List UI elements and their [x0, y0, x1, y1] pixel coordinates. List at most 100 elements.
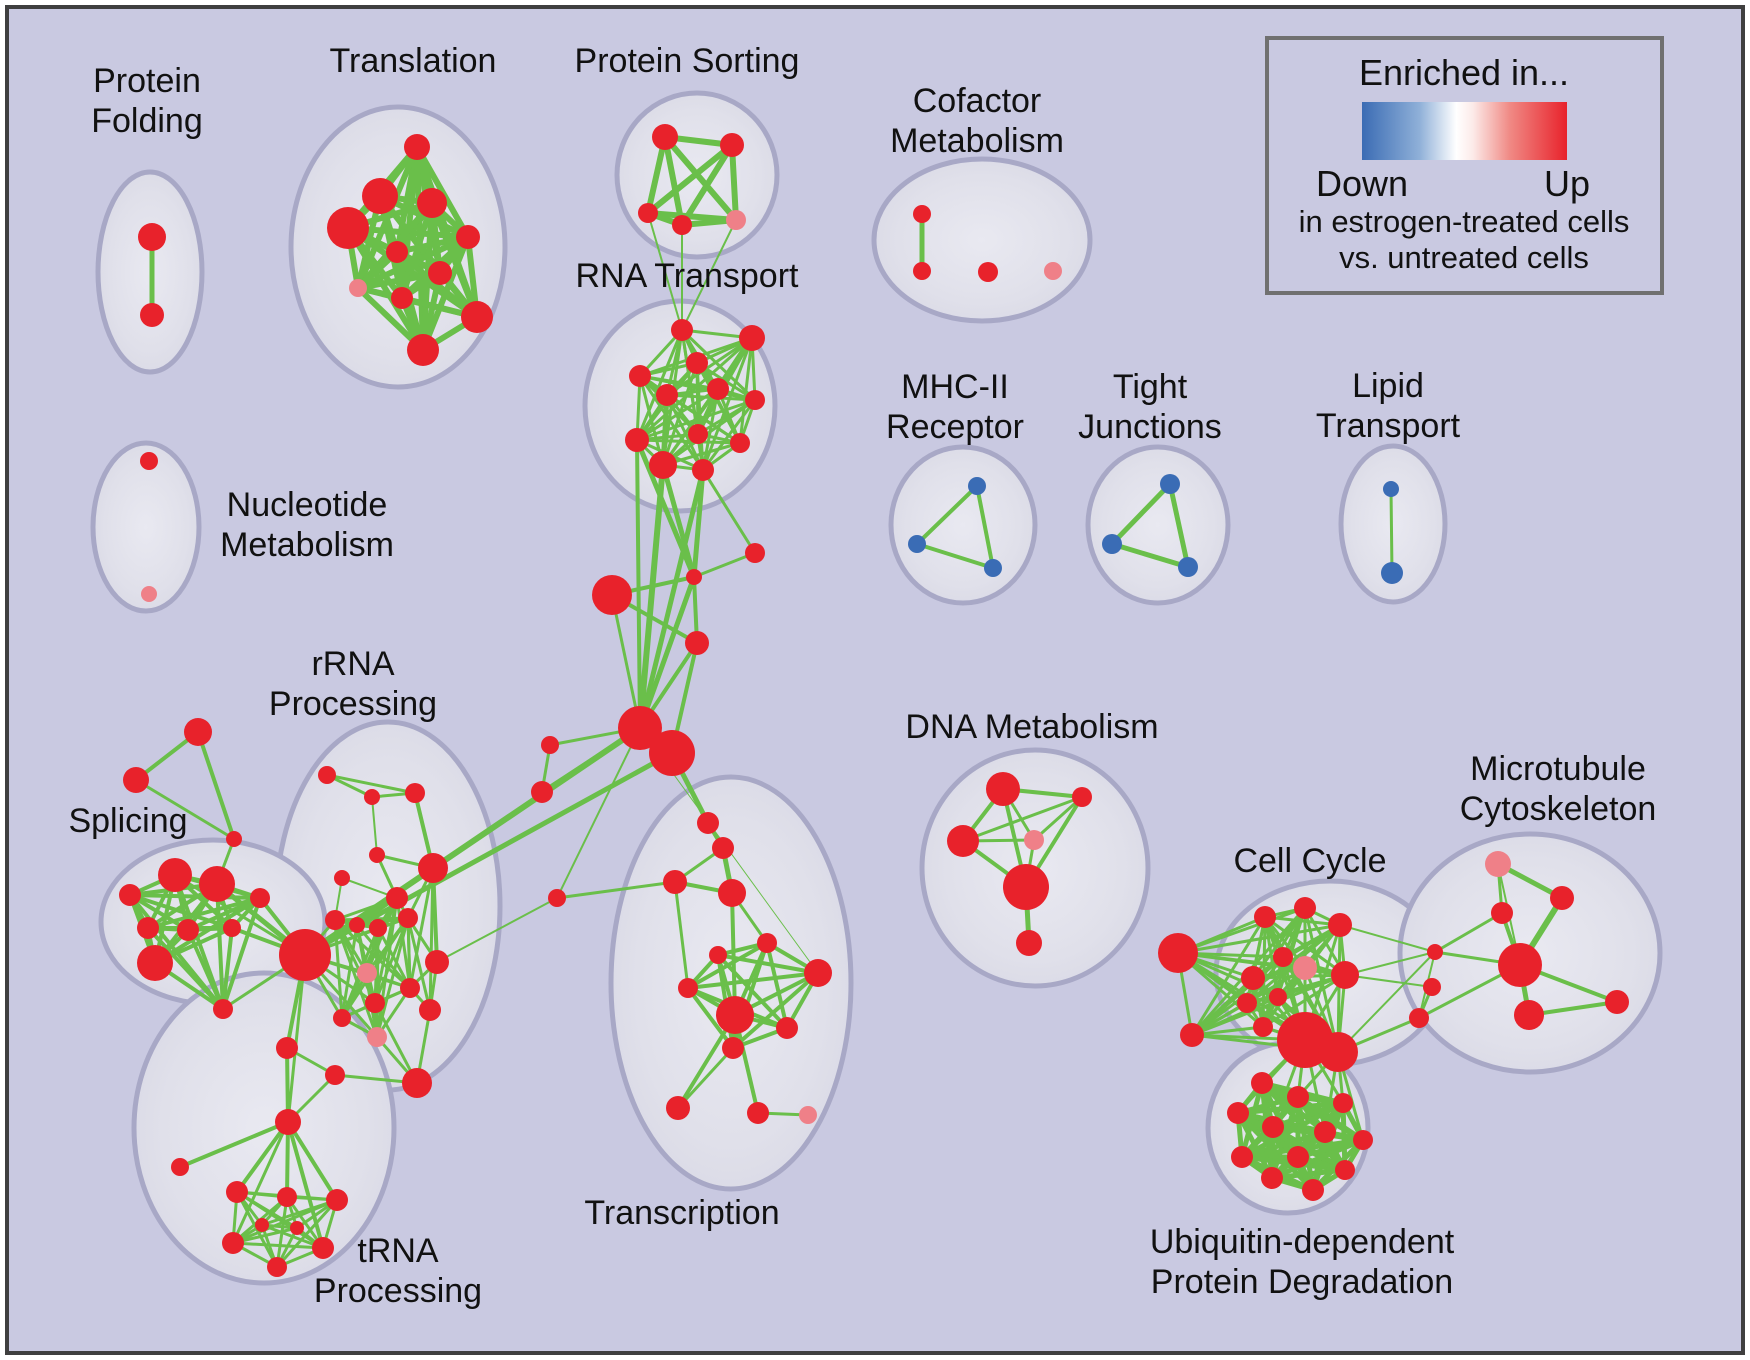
- gene-set-node: [722, 1037, 744, 1059]
- enrichment-edge: [730, 891, 737, 1017]
- enrichment-edge: [1269, 1137, 1366, 1181]
- gene-set-node: [226, 831, 242, 847]
- gene-set-node: [663, 870, 687, 894]
- legend: Enriched in... Down Up in estrogen-treat…: [1265, 36, 1664, 295]
- cluster-label-trna-processing: tRNA Processing: [314, 1232, 482, 1310]
- gene-set-node: [362, 178, 398, 214]
- gene-set-node: [1287, 1086, 1309, 1108]
- gene-set-node: [334, 870, 350, 886]
- enrichment-edge: [660, 462, 697, 580]
- enrichment-edge: [340, 923, 359, 1020]
- gene-set-node: [1491, 902, 1513, 924]
- enrichment-edge: [333, 918, 379, 1039]
- gene-set-node: [739, 325, 765, 351]
- enrichment-edge: [637, 462, 666, 731]
- gene-set-node: [1485, 851, 1511, 877]
- cluster-label-protein-folding: Protein Folding: [91, 62, 203, 140]
- gene-set-node: [1293, 956, 1317, 980]
- gene-set-node: [318, 766, 336, 784]
- cluster-label-cofactor-metabolism: Cofactor Metabolism: [890, 82, 1064, 160]
- gene-set-node: [405, 783, 425, 803]
- gene-set-node: [686, 569, 702, 585]
- enrichment-edge: [436, 897, 558, 963]
- gene-set-node: [913, 262, 931, 280]
- gene-set-node: [1178, 557, 1198, 577]
- enrichment-edge: [395, 896, 412, 990]
- gene-set-node: [1253, 1017, 1273, 1037]
- enrichment-edge: [275, 1198, 339, 1269]
- enrichment-edge: [1337, 951, 1436, 1053]
- gene-set-node: [978, 262, 998, 282]
- gene-set-node: [119, 884, 141, 906]
- gene-set-node: [649, 451, 677, 479]
- cluster-label-microtubule-cytoskeleton: Microtubule Cytoskeleton: [1460, 750, 1657, 828]
- gene-set-node: [1269, 988, 1287, 1006]
- cluster-label-nucleotide-metabolism: Nucleotide Metabolism: [220, 486, 394, 564]
- cluster-label-rna-transport: RNA Transport: [576, 257, 800, 295]
- gene-set-node: [369, 919, 387, 937]
- gene-set-node: [712, 837, 734, 859]
- gene-set-node: [312, 1237, 334, 1259]
- gene-set-node: [1514, 1000, 1544, 1030]
- gene-set-node: [138, 223, 166, 251]
- cluster-label-cell-cycle: Cell Cycle: [1233, 842, 1386, 880]
- gene-set-node: [1227, 1102, 1249, 1124]
- enrichment-edge: [1235, 1100, 1346, 1116]
- enrichment-edge: [286, 1120, 339, 1202]
- gene-set-node: [369, 847, 385, 863]
- enrichment-edge: [716, 953, 820, 975]
- enrichment-edge: [286, 1120, 325, 1250]
- cluster-label-translation: Translation: [330, 42, 497, 80]
- legend-title: Enriched in...: [1359, 52, 1569, 93]
- cluster-label-ubiquitin-degradation: Ubiquitin-dependent Protein Degradation: [1150, 1223, 1455, 1301]
- enrichment-edge: [635, 387, 720, 442]
- cluster-label-dna-metabolism: DNA Metabolism: [905, 708, 1158, 746]
- gene-set-node: [947, 825, 979, 857]
- gene-set-node: [1237, 993, 1257, 1013]
- enrichment-edge: [673, 880, 690, 990]
- gene-set-node: [720, 133, 744, 157]
- enrichment-edge: [355, 923, 412, 990]
- enrichment-edge: [676, 1046, 735, 1110]
- gene-set-node: [1044, 262, 1062, 280]
- gene-set-node: [279, 929, 331, 981]
- gene-set-node: [678, 978, 698, 998]
- gene-set-node: [419, 999, 441, 1021]
- gene-set-node: [349, 279, 367, 297]
- gene-set-node: [1423, 978, 1441, 996]
- enrichment-edge: [373, 916, 410, 1005]
- enrichment-edge: [1344, 951, 1436, 976]
- gene-set-node: [913, 205, 931, 223]
- gene-set-node: [692, 459, 714, 481]
- gene-set-node: [226, 1181, 248, 1203]
- gene-set-node: [402, 1068, 432, 1098]
- gene-set-node: [140, 452, 158, 470]
- enrichment-edge: [961, 795, 1084, 843]
- enrichment-edge: [662, 134, 739, 223]
- cluster-label-protein-sorting: Protein Sorting: [575, 42, 800, 80]
- gene-set-node: [277, 1187, 297, 1207]
- gene-set-node: [747, 1102, 769, 1124]
- gene-set-node: [140, 303, 164, 327]
- gene-set-node: [804, 959, 832, 987]
- enrichment-edge: [638, 374, 757, 402]
- gene-set-node: [417, 188, 447, 218]
- enrichment-edge: [729, 142, 739, 223]
- gene-set-node: [461, 301, 493, 333]
- cluster-label-mhc-ii-receptor: MHC-II Receptor: [886, 368, 1024, 446]
- gene-set-node: [707, 378, 729, 400]
- enrichment-edge: [134, 778, 236, 841]
- legend-box: [1265, 36, 1664, 295]
- legend-caption-line1: in estrogen-treated cells: [1299, 204, 1630, 239]
- gene-set-node: [745, 390, 765, 410]
- gene-set-node: [400, 978, 420, 998]
- gene-set-node: [325, 1065, 345, 1085]
- gene-set-node: [686, 352, 708, 374]
- enrichment-edge: [635, 398, 757, 442]
- gene-set-node: [1231, 1146, 1253, 1168]
- nodes-layer: [119, 124, 1629, 1277]
- gene-set-node: [357, 963, 377, 983]
- enrichment-edge: [635, 438, 642, 730]
- gene-set-node: [1383, 481, 1399, 497]
- gene-set-node: [250, 888, 270, 908]
